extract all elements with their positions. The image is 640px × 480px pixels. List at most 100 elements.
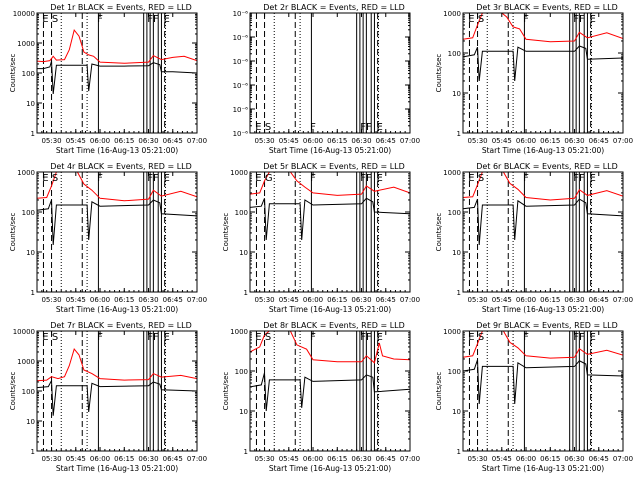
marker-label: F bbox=[310, 173, 316, 184]
marker-label: E bbox=[468, 14, 474, 25]
marker-label: E bbox=[42, 173, 48, 184]
y-tick-label: 10⁻⁶ bbox=[233, 106, 249, 114]
x-tick-label: 05:45 bbox=[279, 137, 299, 145]
y-tick-label: 1000 bbox=[443, 328, 461, 336]
y-axis-label: Counts/sec bbox=[435, 213, 443, 252]
y-axis-label: Counts/sec bbox=[9, 54, 17, 93]
x-tick-label: 06:45 bbox=[163, 296, 183, 304]
x-tick-label: 05:45 bbox=[66, 455, 86, 463]
y-tick-label: 1000 bbox=[17, 40, 35, 48]
marker-label: FF bbox=[360, 332, 372, 343]
y-tick-label: 10⁻⁶ bbox=[233, 34, 249, 42]
plot-area bbox=[37, 172, 197, 292]
series-line-events bbox=[37, 60, 197, 95]
y-tick-label: 1 bbox=[244, 448, 248, 456]
marker-label: F bbox=[523, 14, 529, 25]
y-tick-label: 1000 bbox=[230, 169, 248, 177]
chart-title: Det 1r BLACK = Events, RED = LLD bbox=[50, 3, 192, 12]
x-tick-label: 05:45 bbox=[492, 455, 512, 463]
y-tick-label: 10⁻⁶ bbox=[233, 58, 249, 66]
y-tick-label: 100 bbox=[22, 70, 35, 78]
x-tick-label: 05:30 bbox=[41, 296, 61, 304]
marker-label: E bbox=[163, 332, 169, 343]
plot-frame bbox=[462, 171, 624, 293]
marker-label: FF bbox=[573, 332, 585, 343]
series-line-lld bbox=[250, 172, 410, 196]
x-tick-label: 06:30 bbox=[351, 455, 371, 463]
x-tick-label: 07:00 bbox=[613, 296, 633, 304]
marker-label: FF bbox=[147, 173, 159, 184]
y-tick-label: 1 bbox=[31, 130, 35, 138]
marker-label: S bbox=[52, 332, 58, 343]
y-tick-label: 10 bbox=[26, 100, 35, 108]
plot-frame bbox=[462, 330, 624, 452]
plot-area bbox=[463, 331, 623, 451]
y-tick-label: 10 bbox=[452, 90, 461, 98]
y-tick-label: 10⁻⁶ bbox=[233, 82, 249, 90]
x-tick-label: 05:30 bbox=[467, 296, 487, 304]
x-tick-label: 06:45 bbox=[376, 137, 396, 145]
x-tick-label: 05:45 bbox=[279, 296, 299, 304]
marker-label: E bbox=[468, 173, 474, 184]
marker-label: S bbox=[52, 14, 58, 25]
x-axis-label: Start Time (16-Aug-13 05:21:00) bbox=[269, 146, 391, 155]
y-tick-label: 1000 bbox=[443, 169, 461, 177]
marker-label: E bbox=[376, 122, 382, 133]
plot-area bbox=[37, 13, 197, 133]
series-line-events bbox=[250, 372, 410, 412]
x-tick-label: 06:15 bbox=[114, 137, 134, 145]
x-axis-label: Start Time (16-Aug-13 05:21:00) bbox=[482, 305, 604, 314]
y-tick-label: 10 bbox=[239, 249, 248, 257]
x-axis-label: Start Time (16-Aug-13 05:21:00) bbox=[269, 305, 391, 314]
marker-label: FF bbox=[573, 14, 585, 25]
marker-label: FF bbox=[360, 173, 372, 184]
chart-title: Det 9r BLACK = Events, RED = LLD bbox=[476, 321, 618, 330]
x-tick-label: 05:45 bbox=[66, 137, 86, 145]
y-tick-label: 10 bbox=[26, 418, 35, 426]
x-tick-label: 05:30 bbox=[41, 455, 61, 463]
chart-title: Det 6r BLACK = Events, RED = LLD bbox=[476, 162, 618, 171]
series-line-lld bbox=[37, 348, 197, 382]
y-tick-label: 1 bbox=[31, 448, 35, 456]
series-line-lld bbox=[250, 331, 410, 364]
y-tick-label: 100 bbox=[235, 209, 248, 217]
y-tick-label: 1 bbox=[244, 289, 248, 297]
plot-frame bbox=[249, 171, 411, 293]
x-tick-label: 06:15 bbox=[540, 137, 560, 145]
plot-area bbox=[250, 172, 410, 292]
x-tick-label: 05:30 bbox=[467, 137, 487, 145]
x-tick-label: 06:15 bbox=[114, 296, 134, 304]
marker-label: F bbox=[97, 173, 103, 184]
x-tick-label: 07:00 bbox=[400, 296, 420, 304]
plot-area bbox=[255, 13, 379, 133]
chart-title: Det 2r BLACK = Events, RED = LLD bbox=[263, 3, 405, 12]
plot-area bbox=[463, 13, 623, 133]
marker-label: FF bbox=[360, 122, 372, 133]
x-tick-label: 05:45 bbox=[66, 296, 86, 304]
x-tick-label: 06:15 bbox=[327, 296, 347, 304]
marker-label: F bbox=[310, 122, 316, 133]
marker-label: G bbox=[265, 173, 273, 184]
y-tick-label: 10⁻⁶ bbox=[233, 130, 249, 138]
y-tick-label: 100 bbox=[235, 368, 248, 376]
x-tick-label: 06:30 bbox=[564, 137, 584, 145]
x-axis-label: Start Time (16-Aug-13 05:21:00) bbox=[269, 464, 391, 473]
y-axis-label: Counts/sec bbox=[222, 213, 230, 252]
y-tick-label: 1000 bbox=[443, 10, 461, 18]
marker-label: E bbox=[589, 173, 595, 184]
plot-frame bbox=[249, 330, 411, 452]
series-line-events bbox=[463, 45, 623, 82]
y-tick-label: 1 bbox=[457, 130, 461, 138]
series-line-events bbox=[250, 197, 410, 241]
x-axis-label: Start Time (16-Aug-13 05:21:00) bbox=[482, 464, 604, 473]
x-tick-label: 07:00 bbox=[187, 137, 207, 145]
x-tick-label: 06:30 bbox=[138, 137, 158, 145]
x-axis-label: Start Time (16-Aug-13 05:21:00) bbox=[56, 464, 178, 473]
x-tick-label: 06:30 bbox=[138, 296, 158, 304]
y-tick-label: 100 bbox=[448, 209, 461, 217]
series-line-events bbox=[37, 378, 197, 416]
y-tick-label: 1 bbox=[31, 289, 35, 297]
